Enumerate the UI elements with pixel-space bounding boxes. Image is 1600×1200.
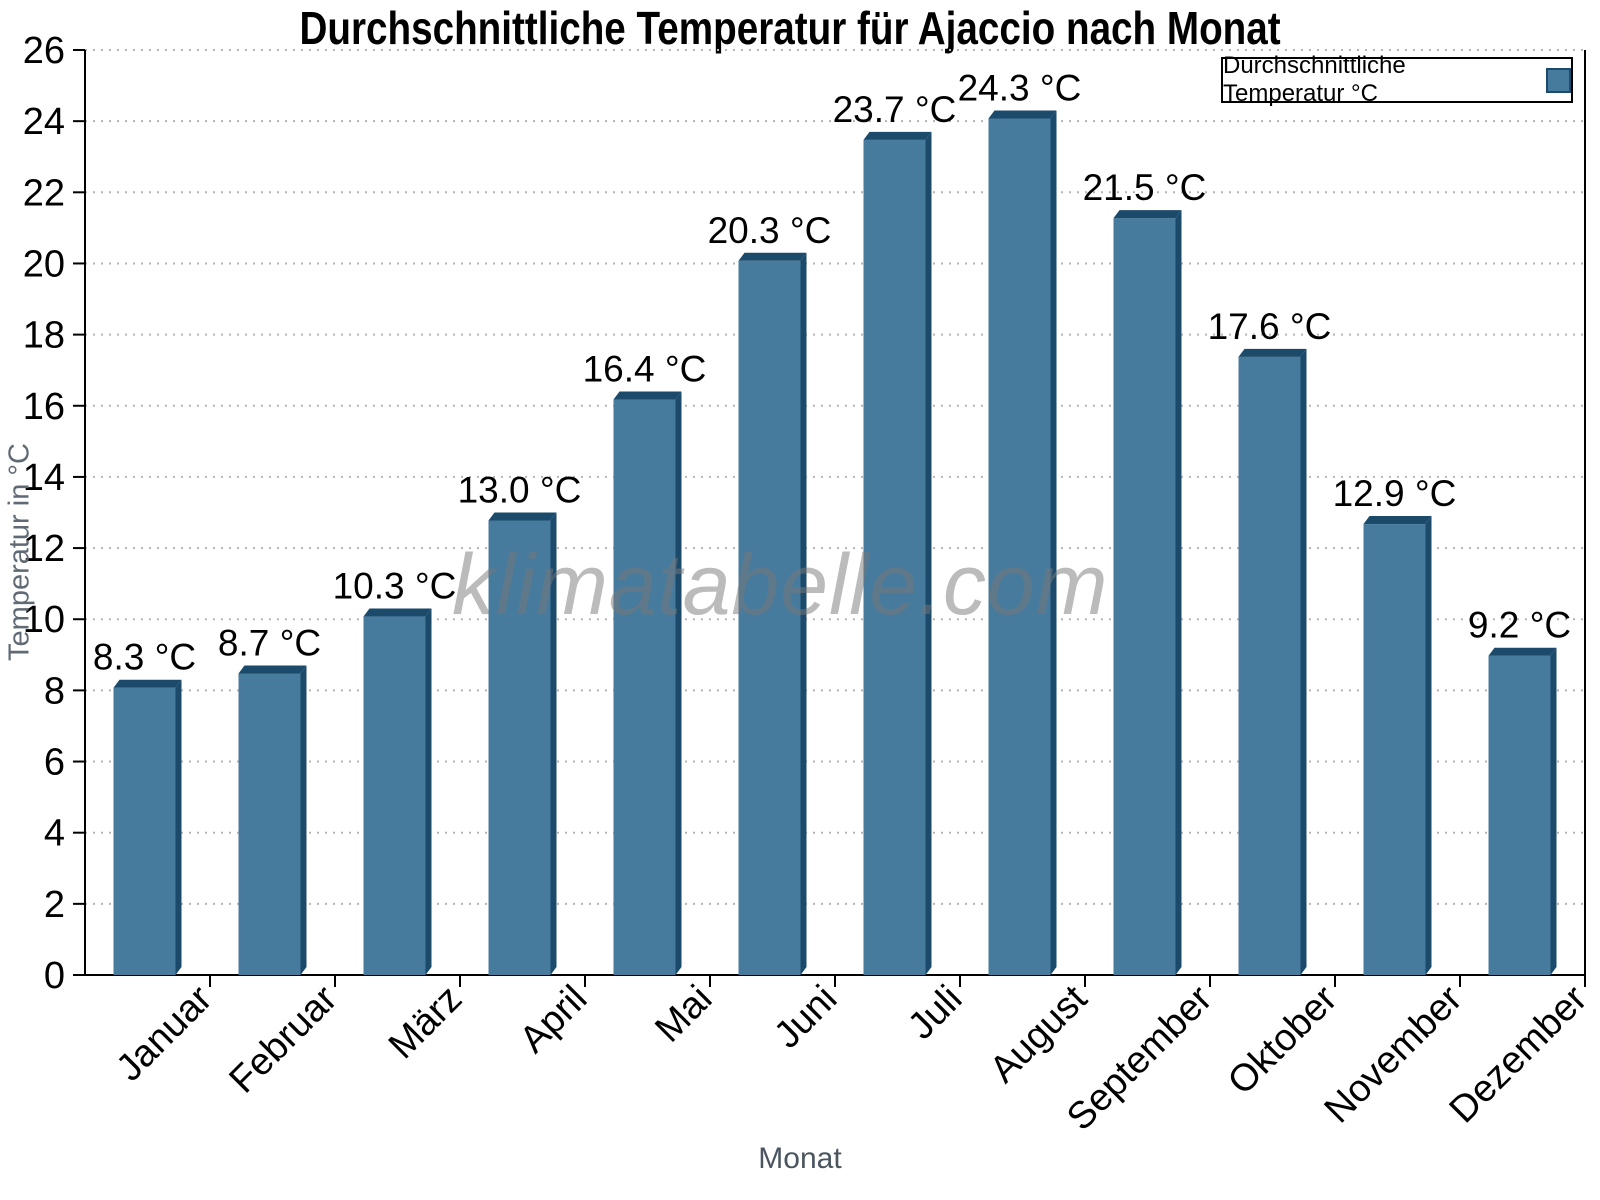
bar-top-face <box>988 110 1057 119</box>
bar-top-face <box>738 252 807 261</box>
x-tick-label: August <box>982 977 1096 1091</box>
y-tick-label: 10 <box>23 599 65 641</box>
legend-label: Durchschnittliche Temperatur °C <box>1223 52 1406 107</box>
x-axis-title: Monat <box>758 1142 842 1175</box>
bar-side-face <box>175 679 182 975</box>
bar-side-face <box>1550 647 1557 975</box>
bar-top-face <box>1363 516 1432 525</box>
bar-top-face <box>863 131 932 140</box>
value-label: 13.0 °C <box>458 470 582 511</box>
bar-side-face <box>1425 516 1432 975</box>
y-tick-label: 26 <box>23 30 65 72</box>
bar-side-face <box>1300 348 1307 975</box>
y-tick-label: 4 <box>44 813 65 855</box>
bar-top-face <box>113 679 182 688</box>
legend-swatch <box>1546 67 1571 93</box>
bar-Juli <box>863 139 926 976</box>
value-label: 12.9 °C <box>1333 473 1457 514</box>
x-tick-label: Januar <box>108 977 220 1089</box>
x-tick-label: Mai <box>647 978 720 1051</box>
bar-November <box>1363 524 1426 975</box>
bar-top-face <box>363 608 432 617</box>
bar-Mai <box>613 399 676 975</box>
value-label: 23.7 °C <box>833 89 957 130</box>
x-tick-label: Juni <box>766 978 845 1057</box>
x-tick-label: April <box>512 978 595 1061</box>
bar-Februar <box>238 673 301 975</box>
legend: Durchschnittliche Temperatur °C <box>1221 52 1573 107</box>
bar-side-face <box>925 131 932 976</box>
bar-Dezember <box>1488 655 1551 975</box>
value-label: 17.6 °C <box>1208 306 1332 347</box>
bar-side-face <box>300 665 307 975</box>
y-tick-label: 2 <box>44 884 65 926</box>
bar-August <box>988 118 1051 975</box>
y-tick-label: 18 <box>23 315 65 357</box>
bar-top-face <box>1238 348 1307 357</box>
chart-title: Durchschnittliche Temperatur für Ajaccio… <box>0 1 1580 55</box>
bar-Juni <box>738 260 801 975</box>
bar-side-face <box>675 391 682 975</box>
bar-top-face <box>1113 210 1182 219</box>
y-tick-label: 6 <box>44 742 65 784</box>
bar-top-face <box>238 665 307 674</box>
bar-top-face <box>488 512 557 521</box>
value-label: 8.7 °C <box>218 622 321 663</box>
value-label: 21.5 °C <box>1083 167 1207 208</box>
y-tick-label: 14 <box>23 457 65 499</box>
bar-side-face <box>550 512 557 975</box>
x-tick-label: Oktober <box>1220 977 1346 1103</box>
value-label: 24.3 °C <box>958 67 1082 108</box>
bar-Oktober <box>1238 356 1301 975</box>
y-tick-label: 0 <box>44 955 65 997</box>
bar-side-face <box>800 252 807 976</box>
value-label: 8.3 °C <box>93 637 196 678</box>
bar-März <box>363 616 426 975</box>
value-label: 20.3 °C <box>708 210 832 251</box>
bar-September <box>1113 218 1176 975</box>
y-tick-label: 8 <box>44 670 65 712</box>
bar-side-face <box>1050 110 1057 975</box>
chart-title-text: Durchschnittliche Temperatur für Ajaccio… <box>299 2 1281 54</box>
y-tick-label: 20 <box>23 243 65 285</box>
y-tick-label: 22 <box>23 172 65 214</box>
bar-top-face <box>613 391 682 400</box>
watermark: klimatabelle.com <box>452 537 1109 633</box>
bar-Januar <box>113 687 176 975</box>
y-tick-label: 24 <box>23 101 65 143</box>
x-tick-label: Februar <box>222 977 346 1101</box>
value-label: 10.3 °C <box>333 566 457 607</box>
y-tick-label: 16 <box>23 386 65 428</box>
bar-April <box>488 520 551 975</box>
x-tick-label: Dezember <box>1442 977 1596 1131</box>
bar-side-face <box>1175 210 1182 975</box>
x-tick-label: Juli <box>900 978 970 1048</box>
bar-side-face <box>425 608 432 975</box>
bar-top-face <box>1488 647 1557 656</box>
value-label: 16.4 °C <box>583 349 707 390</box>
y-tick-label: 12 <box>23 528 65 570</box>
x-tick-label: März <box>381 978 470 1067</box>
value-label: 9.2 °C <box>1468 605 1571 646</box>
